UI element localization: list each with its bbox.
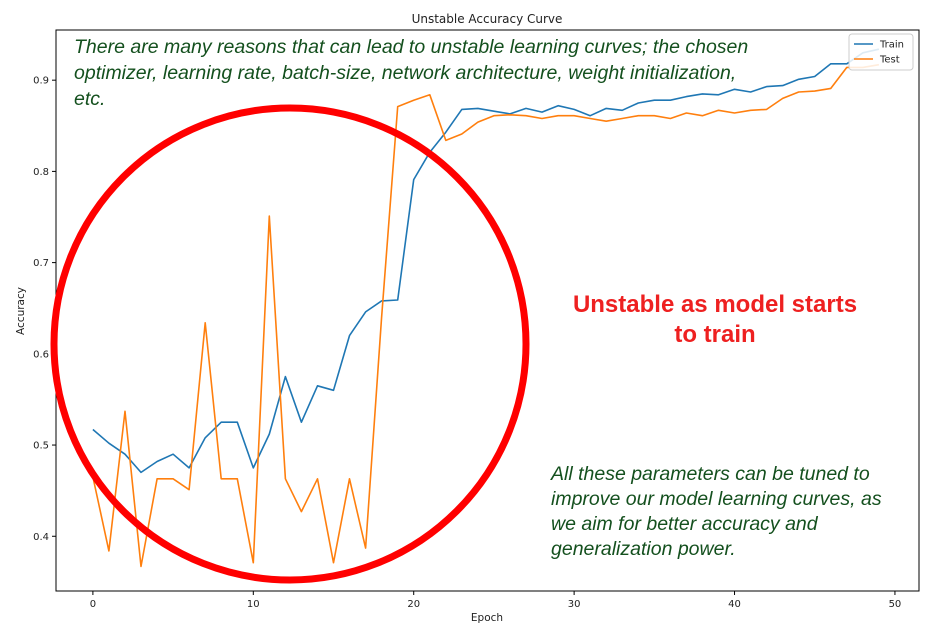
chart-title: Unstable Accuracy Curve <box>412 12 563 26</box>
x-tick-label: 40 <box>728 599 741 610</box>
y-tick-label: 0.4 <box>33 532 49 543</box>
y-axis-label: Accuracy <box>15 287 27 335</box>
unstable-annotation-line1: Unstable as model starts <box>572 291 858 318</box>
y-tick-label: 0.8 <box>33 167 49 178</box>
legend-box <box>848 33 914 71</box>
x-tick-label: 20 <box>407 599 420 610</box>
y-tick-label: 0.9 <box>33 76 49 87</box>
top-annotation: There are many reasons that can lead to … <box>74 36 749 110</box>
x-tick-label: 0 <box>90 599 96 610</box>
legend-label-train: Train <box>879 40 904 51</box>
legend: Train Test <box>848 33 914 71</box>
x-tick-label: 50 <box>889 599 902 610</box>
legend-label-test: Test <box>879 55 900 66</box>
unstable-annotation-line2: to train <box>674 321 756 348</box>
x-tick-label: 30 <box>568 599 581 610</box>
unstable-annotation: Unstable as model starts to train <box>560 290 870 350</box>
x-axis-label: Epoch <box>471 612 503 624</box>
x-tick-label: 10 <box>247 599 260 610</box>
series-line-train <box>92 48 880 474</box>
y-tick-label: 0.5 <box>33 441 49 452</box>
y-tick-label: 0.7 <box>33 258 49 269</box>
bottom-annotation: All these parameters can be tuned to imp… <box>551 463 882 560</box>
unstable-region-circle <box>50 104 530 584</box>
y-tick-label: 0.6 <box>33 349 49 360</box>
plot-layer: 0 10 20 30 40 50 0.4 0.5 0.6 0.7 0.8 0.9 <box>33 29 920 610</box>
series-line-test <box>92 63 880 568</box>
